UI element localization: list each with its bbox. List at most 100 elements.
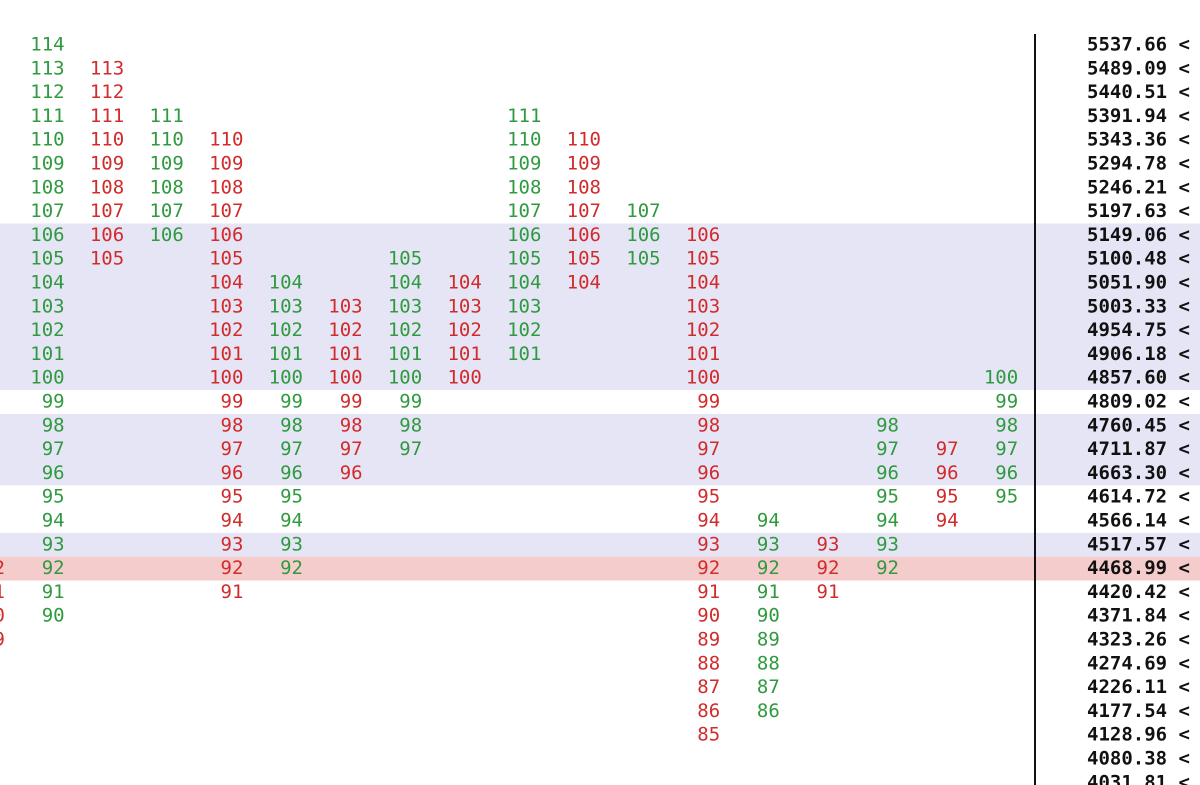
price-label: 4906.18 <: [1087, 343, 1190, 365]
box-label: 100: [447, 367, 481, 389]
box-label: 107: [149, 200, 183, 222]
box-label: 98: [697, 414, 720, 436]
box-label: 86: [697, 700, 720, 722]
box-label: 114: [30, 34, 64, 56]
box-label: 106: [567, 224, 601, 246]
box-label: 99: [280, 391, 303, 413]
box-label: 103: [686, 295, 720, 317]
box-label: 100: [984, 367, 1018, 389]
band: [0, 413, 1200, 486]
highlight-row: [0, 556, 1200, 581]
box-label: 96: [221, 462, 244, 484]
price-label: 4080.38 <: [1087, 748, 1190, 770]
box-label: 102: [328, 319, 362, 341]
box-label: 98: [42, 414, 65, 436]
box-label: 109: [149, 153, 183, 175]
price-label: 5440.51 <: [1087, 81, 1190, 103]
box-label: 88: [757, 652, 780, 674]
box-label: 109: [90, 153, 124, 175]
price-label: 4226.11 <: [1087, 676, 1190, 698]
box-label: 92: [757, 557, 780, 579]
box-label: 109: [507, 153, 541, 175]
box-label: 91: [757, 581, 780, 603]
box-label: 89: [0, 629, 5, 651]
box-label: 98: [995, 414, 1018, 436]
box-label: 95: [280, 486, 303, 508]
box-label: 94: [697, 510, 720, 532]
box-label: 111: [30, 105, 64, 127]
box-label: 111: [90, 105, 124, 127]
box-label: 112: [30, 81, 64, 103]
box-label: 85: [697, 724, 720, 746]
box-label: 97: [340, 438, 363, 460]
price-label: 4420.42 <: [1087, 581, 1190, 603]
price-label: 4663.30 <: [1087, 462, 1190, 484]
box-label: 110: [30, 129, 64, 151]
box-label: 113: [30, 57, 64, 79]
box-label: 95: [221, 486, 244, 508]
price-label: 4128.96 <: [1087, 724, 1190, 746]
box-label: 110: [149, 129, 183, 151]
cells: 9291908911411311211111010910810710610510…: [0, 34, 1018, 746]
box-label: 93: [817, 533, 840, 555]
box-label: 106: [507, 224, 541, 246]
box-label: 97: [399, 438, 422, 460]
box-label: 94: [280, 510, 303, 532]
price-label: 4323.26 <: [1087, 629, 1190, 651]
box-label: 93: [876, 533, 899, 555]
box-label: 95: [42, 486, 65, 508]
box-label: 105: [686, 248, 720, 270]
box-label: 101: [209, 343, 243, 365]
box-label: 106: [30, 224, 64, 246]
price-label: 5489.09 <: [1087, 57, 1190, 79]
price-label: 5149.06 <: [1087, 224, 1190, 246]
box-label: 98: [876, 414, 899, 436]
box-label: 103: [328, 295, 362, 317]
box-label: 91: [817, 581, 840, 603]
box-label: 105: [507, 248, 541, 270]
box-label: 94: [42, 510, 65, 532]
box-label: 92: [697, 557, 720, 579]
box-label: 98: [340, 414, 363, 436]
box-label: 107: [209, 200, 243, 222]
box-label: 103: [507, 295, 541, 317]
box-label: 108: [30, 176, 64, 198]
box-label: 97: [697, 438, 720, 460]
box-label: 100: [328, 367, 362, 389]
box-label: 102: [209, 319, 243, 341]
box-label: 101: [447, 343, 481, 365]
box-label: 109: [567, 153, 601, 175]
price-label: 5100.48 <: [1087, 248, 1190, 270]
box-label: 105: [209, 248, 243, 270]
box-label: 102: [447, 319, 481, 341]
box-label: 107: [30, 200, 64, 222]
box-label: 95: [697, 486, 720, 508]
box-label: 110: [507, 129, 541, 151]
box-label: 90: [42, 605, 65, 627]
box-label: 103: [269, 295, 303, 317]
box-label: 106: [90, 224, 124, 246]
box-label: 108: [507, 176, 541, 198]
box-label: 97: [995, 438, 1018, 460]
box-label: 103: [30, 295, 64, 317]
box-label: 108: [149, 176, 183, 198]
box-label: 109: [209, 153, 243, 175]
price-label: 4177.54 <: [1087, 700, 1190, 722]
box-label: 96: [280, 462, 303, 484]
box-label: 106: [149, 224, 183, 246]
price-label: 4468.99 <: [1087, 557, 1190, 579]
box-label: 102: [30, 319, 64, 341]
box-label: 110: [90, 129, 124, 151]
box-label: 96: [936, 462, 959, 484]
box-label: 98: [280, 414, 303, 436]
box-label: 100: [388, 367, 422, 389]
price-label: 4809.02 <: [1087, 391, 1190, 413]
box-label: 92: [876, 557, 899, 579]
box-label: 90: [697, 605, 720, 627]
box-label: 108: [209, 176, 243, 198]
box-label: 88: [697, 652, 720, 674]
box-label: 94: [221, 510, 244, 532]
price-label: 4954.75 <: [1087, 319, 1190, 341]
box-label: 109: [30, 153, 64, 175]
